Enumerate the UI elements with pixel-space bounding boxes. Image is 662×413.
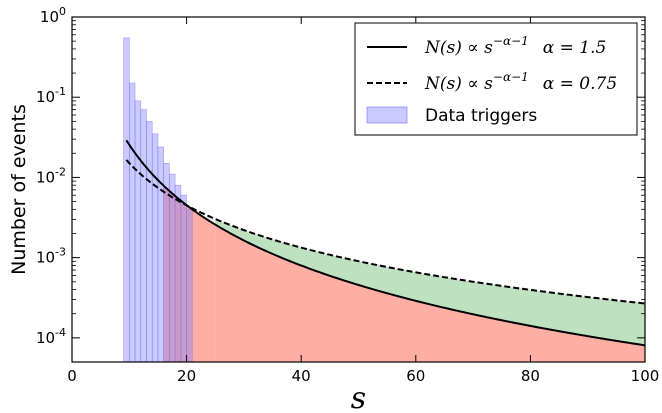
- x-tick-label-5: 80: [521, 367, 540, 385]
- histogram-bar-1: [123, 37, 130, 363]
- x-tick-label-2: 20: [177, 367, 196, 385]
- histogram-bar-3: [134, 100, 142, 363]
- histogram-bar-10: [174, 184, 182, 363]
- legend-label-3: Data triggers: [425, 106, 537, 126]
- legend-label-2: N(s) ∝ s−α−1 α = 0.75: [424, 70, 617, 94]
- y-axis-title: Number of events: [8, 104, 30, 275]
- y-tick-label-5: 10-4: [36, 326, 66, 347]
- legend-patch-3: [366, 106, 408, 124]
- histogram-bar-7: [157, 146, 164, 363]
- histogram-bar-11: [180, 194, 187, 363]
- histogram-bar-9: [169, 173, 176, 363]
- x-tick-label-1: 0: [67, 367, 77, 385]
- curve-alpha-0.75: [125, 159, 646, 305]
- y-tick-label-1: 100: [40, 5, 66, 26]
- red-fill-region-1: [163, 185, 193, 362]
- histogram-bar-2: [129, 82, 136, 363]
- legend: N(s) ∝ s−α−1 α = 1.5 N(s) ∝ s−α−1 α = 0.75 D…: [354, 22, 638, 136]
- y-tick-label-2: 10-1: [36, 85, 66, 106]
- curve-alpha-1.5: [125, 139, 646, 347]
- fill-layer: [163, 185, 645, 362]
- histogram-bar-5: [146, 121, 153, 363]
- bar-layer: [123, 37, 193, 363]
- x-tick-label-6: 100: [631, 367, 660, 385]
- legend-box: [354, 22, 638, 136]
- green-fill-region: [215, 218, 645, 346]
- x-axis-title: s: [351, 381, 366, 413]
- legend-label-1: N(s) ∝ s−α−1 α = 1.5: [424, 34, 606, 58]
- y-tick-label-4: 10-3: [36, 246, 66, 267]
- histogram-bar-4: [140, 109, 147, 363]
- x-tick-label-4: 60: [406, 367, 425, 385]
- tick-layer: 0 20 40 60 80 100 100 10-1 10-2 10-3 10-4: [36, 5, 659, 385]
- line-layer: [125, 139, 646, 347]
- x-tick-label-3: 40: [292, 367, 311, 385]
- histogram-bar-6: [151, 133, 159, 363]
- y-tick-label-3: 10-2: [36, 165, 66, 186]
- histogram-bar-12: [186, 209, 193, 363]
- red-fill-region-2: [192, 209, 216, 362]
